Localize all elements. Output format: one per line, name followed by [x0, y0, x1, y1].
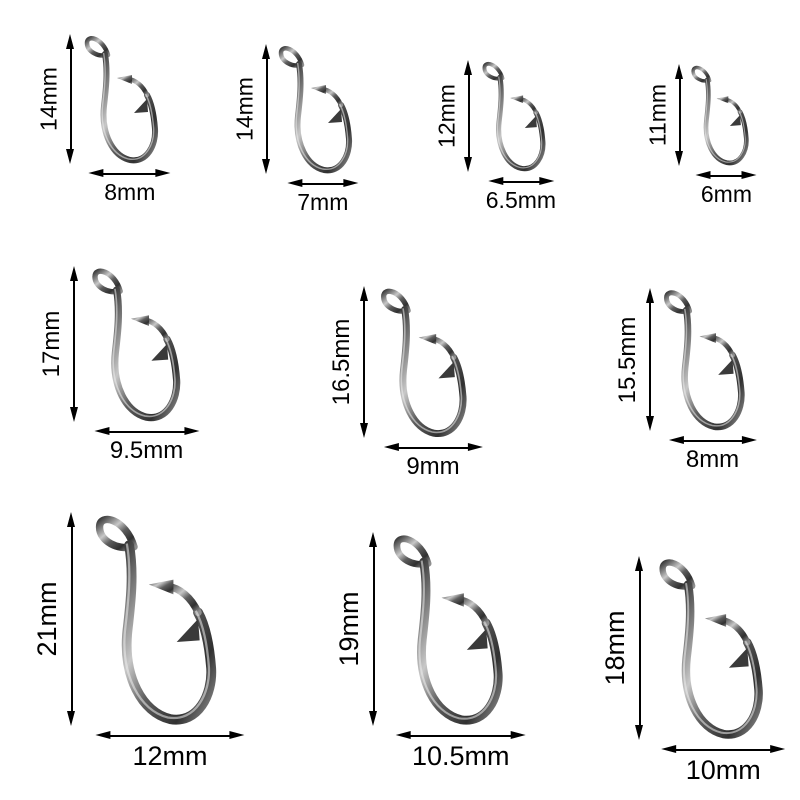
- hook-width-label: 12mm: [132, 741, 208, 771]
- width-dimension-arrow: [287, 179, 359, 188]
- arrow-line: [649, 300, 652, 419]
- hook-width-label: 8mm: [104, 179, 156, 205]
- width-dimension-arrow: [695, 171, 757, 180]
- hook-width-label: 9.5mm: [109, 437, 184, 464]
- arrow-line: [372, 544, 375, 714]
- height-dimension-arrow: [66, 34, 75, 164]
- hook-item: 17mm 9.5mm: [38, 266, 200, 464]
- arrow-line: [69, 46, 72, 152]
- arrow-line: [100, 172, 159, 175]
- fishing-hook-image: [379, 286, 470, 438]
- hook-item: 16.5mm 9mm: [328, 286, 483, 480]
- hook-item: 14mm 7mm: [232, 44, 359, 215]
- hook-height-label: 12mm: [433, 84, 460, 148]
- hook-height-label: 15.5mm: [613, 316, 641, 403]
- width-dimension-arrow: [95, 731, 245, 740]
- fishing-hook-image: [90, 266, 184, 422]
- arrow-line: [678, 76, 681, 154]
- hook-item: 18mm 10mm: [600, 556, 786, 786]
- arrow-line: [707, 174, 745, 177]
- hook-width-label: 9mm: [406, 453, 460, 480]
- width-dimension-arrow: [383, 443, 483, 452]
- height-label-box: 21mm: [32, 512, 63, 726]
- height-label-box: 15.5mm: [614, 288, 642, 431]
- fishing-hook-image: [83, 34, 161, 164]
- fishing-hook-image: [690, 64, 751, 166]
- hook-height-label: 19mm: [333, 591, 364, 667]
- height-label-box: 14mm: [36, 34, 62, 164]
- height-label-box: 12mm: [434, 60, 460, 172]
- arrow-line: [70, 524, 73, 714]
- hook-height-label: 18mm: [599, 610, 630, 686]
- hook-height-label: 11mm: [644, 83, 671, 147]
- height-dimension-arrow: [464, 60, 473, 172]
- arrow-line: [638, 568, 641, 728]
- hook-height-label: 14mm: [231, 77, 258, 141]
- height-dimension-arrow: [369, 532, 378, 726]
- hook-item: 11mm 6mm: [645, 64, 757, 207]
- arrow-line: [407, 734, 514, 737]
- hook-width-label: 10.5mm: [411, 741, 510, 771]
- arrow-line: [106, 430, 188, 433]
- arrow-line: [107, 734, 233, 737]
- height-dimension-arrow: [635, 556, 644, 740]
- arrow-line: [265, 56, 268, 162]
- hook-item: 15.5mm 8mm: [614, 288, 757, 473]
- hook-height-label: 17mm: [37, 310, 65, 378]
- fishing-hook-image: [657, 556, 767, 740]
- arrow-line: [395, 446, 471, 449]
- fishing-hook-image: [277, 44, 355, 174]
- hook-item: 12mm 6.5mm: [434, 60, 556, 213]
- arrow-line: [673, 748, 774, 751]
- width-dimension-arrow: [487, 177, 554, 186]
- fishing-hook-image: [93, 512, 221, 726]
- arrow-line: [363, 298, 366, 426]
- hook-item: 21mm 12mm: [32, 512, 245, 772]
- hook-width-label: 7mm: [297, 189, 349, 215]
- width-dimension-arrow: [668, 436, 757, 445]
- arrow-line: [73, 278, 76, 410]
- height-label-box: 11mm: [645, 64, 671, 166]
- height-dimension-arrow: [359, 286, 369, 438]
- width-dimension-arrow: [395, 731, 526, 740]
- hook-height-label: 14mm: [35, 67, 62, 131]
- width-dimension-arrow: [88, 169, 171, 178]
- fishing-hook-image: [481, 60, 548, 172]
- hook-width-label: 6.5mm: [485, 187, 557, 213]
- fishing-hook-image: [391, 532, 507, 726]
- height-label-box: 17mm: [38, 266, 66, 422]
- height-label-box: 14mm: [232, 44, 258, 174]
- height-label-box: 18mm: [600, 556, 631, 740]
- height-dimension-arrow: [67, 512, 76, 726]
- height-dimension-arrow: [645, 288, 655, 431]
- fishing-hook-image: [662, 288, 748, 431]
- height-label-box: 16.5mm: [328, 286, 356, 438]
- hook-item: 14mm 8mm: [36, 34, 171, 205]
- arrow-line: [680, 439, 745, 442]
- width-dimension-arrow: [94, 427, 200, 436]
- hook-height-label: 16.5mm: [327, 318, 355, 406]
- arrow-line: [467, 72, 470, 160]
- arrow-line: [499, 180, 542, 183]
- height-dimension-arrow: [69, 266, 79, 422]
- height-label-box: 19mm: [334, 532, 365, 726]
- hook-height-label: 21mm: [31, 581, 62, 657]
- arrow-line: [299, 182, 347, 185]
- hook-item: 19mm 10.5mm: [334, 532, 526, 772]
- hook-width-label: 6mm: [700, 181, 752, 207]
- height-dimension-arrow: [262, 44, 271, 174]
- hook-width-label: 8mm: [685, 446, 740, 473]
- height-dimension-arrow: [675, 64, 684, 166]
- width-dimension-arrow: [661, 745, 786, 754]
- hook-width-label: 10mm: [685, 755, 761, 785]
